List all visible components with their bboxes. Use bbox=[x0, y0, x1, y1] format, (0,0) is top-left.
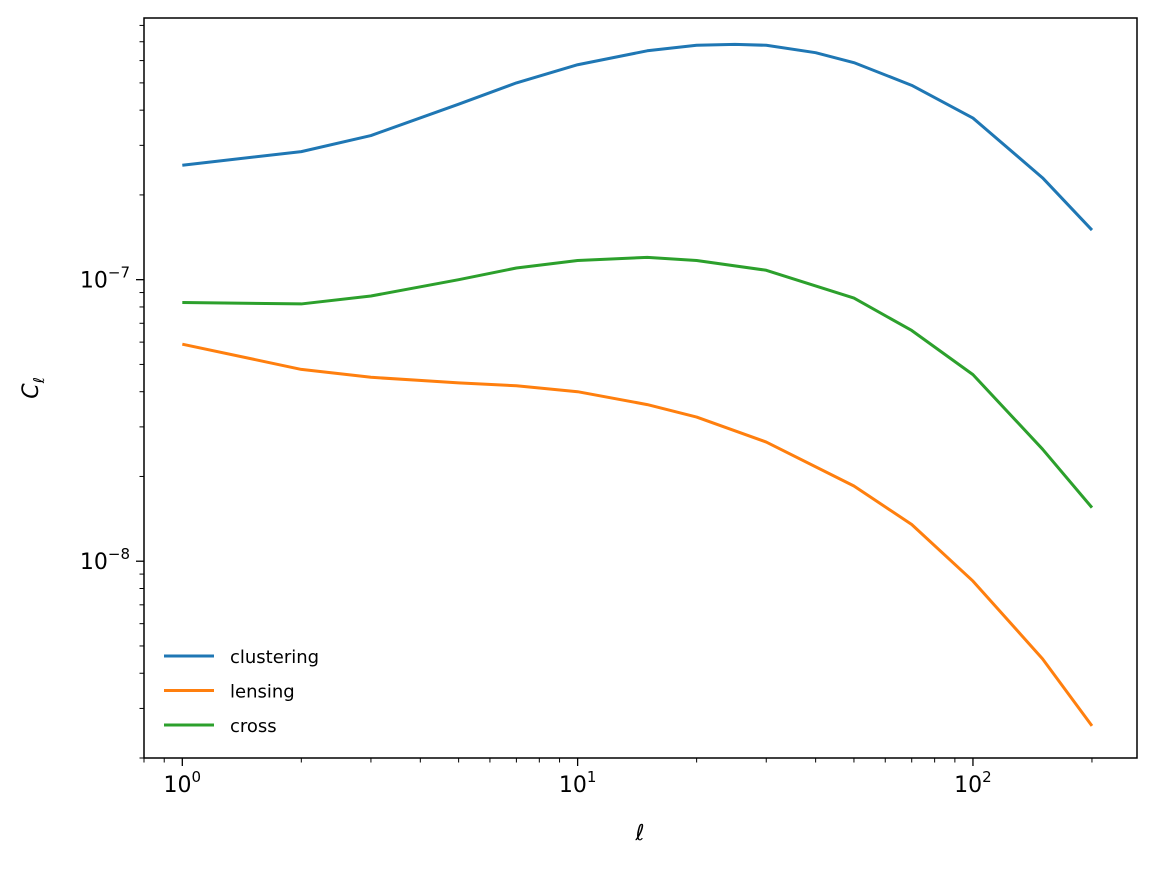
y-axis-label-subscript: ℓ bbox=[30, 377, 48, 384]
x-tick-label-exponent: 1 bbox=[587, 768, 597, 786]
x-tick-label-base: 10 bbox=[164, 773, 192, 798]
x-axis-label: ℓ bbox=[634, 821, 644, 846]
plot-area bbox=[144, 18, 1137, 758]
x-tick-label-exponent: 2 bbox=[982, 768, 992, 786]
series-line-clustering bbox=[182, 42, 1094, 232]
y-axis-label: Cℓ bbox=[19, 377, 48, 399]
legend-label-clustering: clustering bbox=[230, 647, 319, 668]
y-tick-label-base: 10 bbox=[80, 550, 108, 575]
y-tick-label-0: 10−8 bbox=[80, 545, 130, 575]
y-tick-label-base: 10 bbox=[80, 269, 108, 294]
svg-text:Cℓ: Cℓ bbox=[19, 377, 48, 399]
y-tick-label-exponent: −7 bbox=[108, 264, 130, 282]
plot-frame bbox=[143, 17, 1138, 759]
x-tick-label-base: 10 bbox=[954, 773, 982, 798]
series-line-lensing bbox=[181, 342, 1094, 727]
y-tick-label-exponent: −8 bbox=[108, 545, 130, 563]
x-tick-label-exponent: 0 bbox=[192, 768, 202, 786]
legend-label-lensing: lensing bbox=[230, 682, 295, 703]
x-tick-label-base: 10 bbox=[559, 773, 587, 798]
series-layer bbox=[181, 42, 1094, 727]
legend: clustering lensing cross bbox=[164, 647, 319, 737]
x-tick-label-2: 102 bbox=[954, 768, 992, 798]
series-line-cross bbox=[182, 255, 1094, 509]
y-tick-label-1: 10−7 bbox=[80, 264, 130, 294]
x-tick-label-1: 101 bbox=[559, 768, 597, 798]
x-tick-label-0: 100 bbox=[164, 768, 202, 798]
legend-label-cross: cross bbox=[230, 716, 277, 737]
y-axis-label-main: C bbox=[19, 383, 44, 399]
